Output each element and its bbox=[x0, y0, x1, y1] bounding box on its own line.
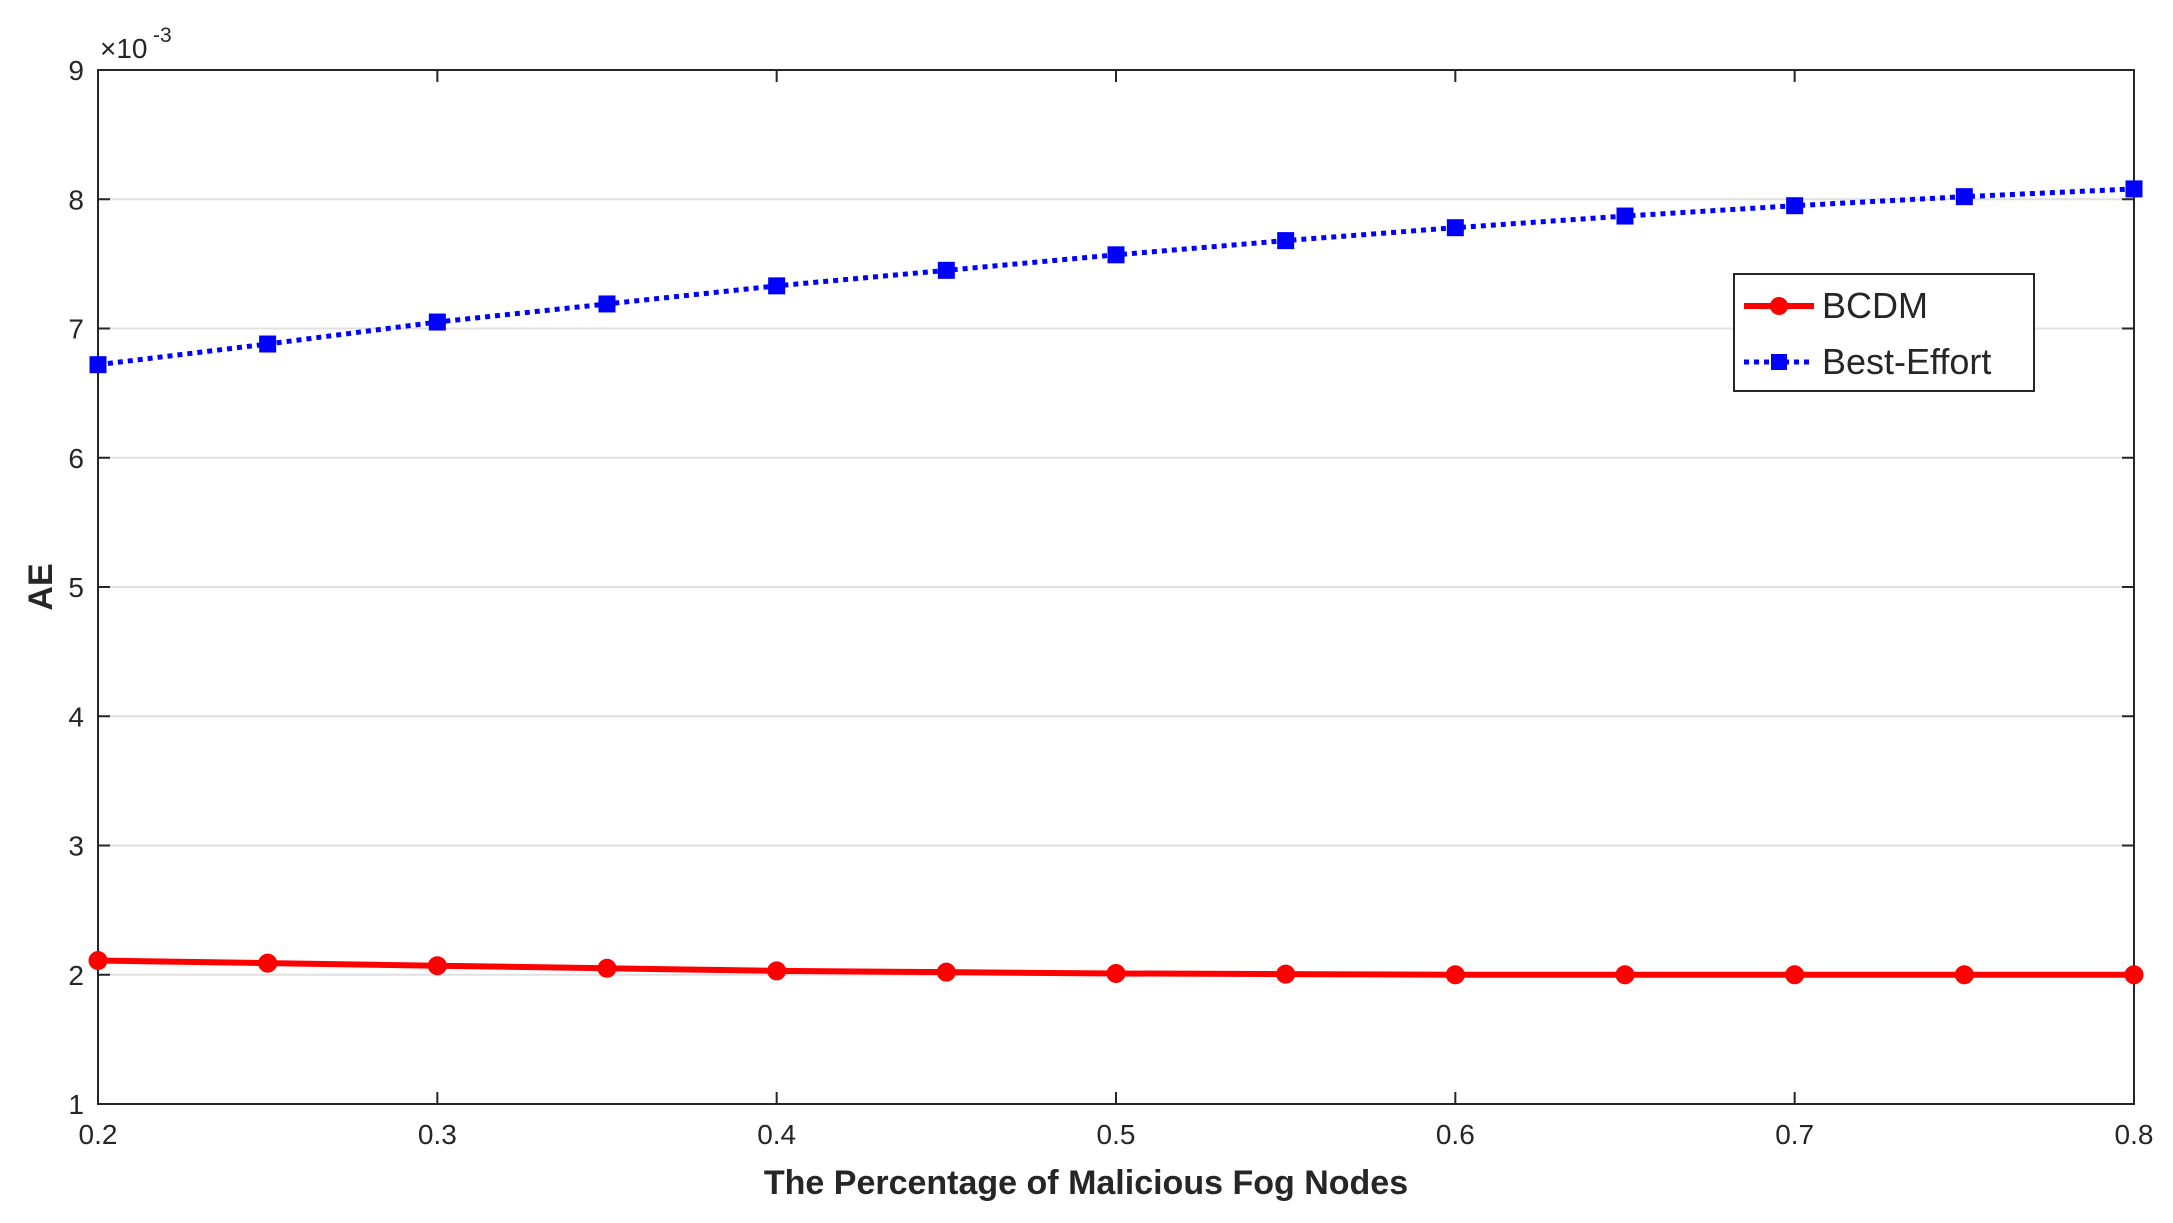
marker bbox=[1954, 965, 1974, 985]
x-tick-label: 0.2 bbox=[79, 1119, 118, 1150]
marker bbox=[768, 277, 786, 295]
marker bbox=[2125, 180, 2143, 198]
marker bbox=[767, 961, 787, 981]
marker bbox=[936, 962, 956, 982]
marker bbox=[258, 953, 278, 973]
x-tick-label: 0.5 bbox=[1097, 1119, 1136, 1150]
marker bbox=[428, 313, 446, 331]
legend: BCDM Best-Effort bbox=[1733, 273, 2035, 392]
marker bbox=[1786, 197, 1804, 215]
marker bbox=[937, 261, 955, 279]
x-axis-label: The Percentage of Malicious Fog Nodes bbox=[764, 1164, 1408, 1202]
plot-frame bbox=[97, 69, 2135, 1105]
marker bbox=[1955, 188, 1973, 206]
legend-marker bbox=[1771, 354, 1787, 370]
marker bbox=[1277, 232, 1295, 250]
legend-marker bbox=[1770, 297, 1788, 315]
marker bbox=[1106, 963, 1126, 983]
x-tick-label: 0.3 bbox=[418, 1119, 457, 1150]
legend-label: Best-Effort bbox=[1822, 341, 1991, 382]
y-axis-label: AE bbox=[22, 563, 60, 610]
legend-label: BCDM bbox=[1822, 285, 1928, 326]
marker bbox=[1616, 207, 1634, 225]
y-tick-label: 6 bbox=[68, 443, 84, 474]
y-tick-label: 4 bbox=[68, 701, 84, 732]
marker bbox=[1446, 219, 1464, 237]
y-tick-label: 1 bbox=[68, 1089, 84, 1120]
x-tick-label: 0.8 bbox=[2115, 1119, 2154, 1150]
marker bbox=[1107, 246, 1125, 264]
y-multiplier: ×10 bbox=[100, 33, 148, 64]
y-tick-label: 7 bbox=[68, 314, 84, 345]
legend-box bbox=[1733, 273, 2035, 392]
marker bbox=[598, 295, 616, 313]
marker bbox=[2124, 965, 2144, 985]
x-tick-label: 0.6 bbox=[1436, 1119, 1475, 1150]
marker bbox=[1785, 965, 1805, 985]
marker bbox=[1445, 965, 1465, 985]
y-tick-label: 9 bbox=[68, 55, 84, 86]
marker bbox=[597, 958, 617, 978]
marker bbox=[89, 356, 107, 374]
marker bbox=[1615, 965, 1635, 985]
marker bbox=[1276, 964, 1296, 984]
y-tick-label: 3 bbox=[68, 831, 84, 862]
marker bbox=[259, 335, 277, 353]
x-tick-label: 0.4 bbox=[757, 1119, 796, 1150]
marker bbox=[427, 956, 447, 976]
marker bbox=[88, 951, 108, 971]
y-tick-label: 5 bbox=[68, 572, 84, 603]
y-tick-label: 8 bbox=[68, 184, 84, 215]
y-multiplier-exponent: -3 bbox=[153, 24, 172, 47]
x-tick-label: 0.7 bbox=[1775, 1119, 1814, 1150]
y-tick-label: 2 bbox=[68, 960, 84, 991]
